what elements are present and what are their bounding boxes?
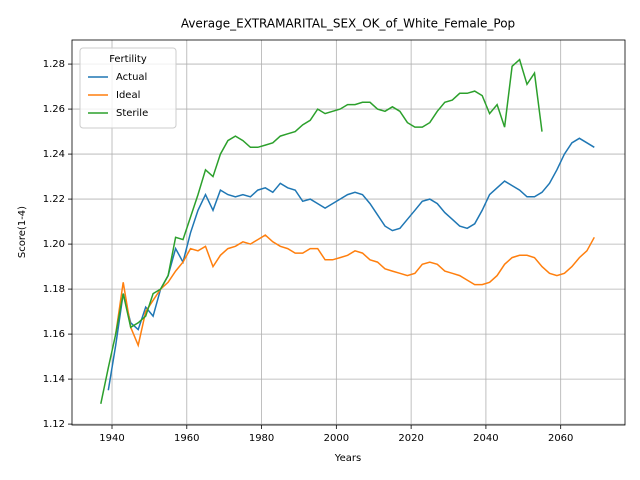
legend-title: Fertility bbox=[109, 54, 147, 65]
y-tick-label: 1.12 bbox=[43, 419, 65, 430]
y-tick-label: 1.24 bbox=[43, 149, 65, 160]
x-tick-label: 1980 bbox=[249, 433, 274, 444]
y-tick-label: 1.14 bbox=[43, 374, 65, 385]
series-line bbox=[107, 137, 595, 391]
legend-label: Actual bbox=[116, 72, 147, 83]
x-tick-label: 2040 bbox=[473, 433, 498, 444]
y-tick-label: 1.26 bbox=[43, 104, 65, 115]
series-line bbox=[100, 58, 543, 404]
legend-box bbox=[79, 47, 177, 129]
legend-label: Ideal bbox=[116, 90, 140, 101]
x-tick-label: 2060 bbox=[548, 433, 573, 444]
y-tick-label: 1.20 bbox=[43, 239, 65, 250]
x-tick-label: 1960 bbox=[174, 433, 199, 444]
x-tick-label: 1940 bbox=[99, 433, 124, 444]
x-tick-label: 2020 bbox=[398, 433, 423, 444]
y-tick-label: 1.16 bbox=[43, 329, 65, 340]
legend-label: Sterile bbox=[116, 108, 148, 119]
y-tick-label: 1.18 bbox=[43, 284, 65, 295]
y-tick-label: 1.22 bbox=[43, 194, 65, 205]
y-axis-label: Score(1-4) bbox=[17, 206, 28, 258]
x-tick-label: 2000 bbox=[324, 433, 349, 444]
x-axis-label: Years bbox=[334, 453, 361, 464]
chart-title: Average_EXTRAMARITAL_SEX_OK_of_White_Fem… bbox=[181, 17, 515, 31]
series-line bbox=[114, 234, 595, 348]
plot-frame bbox=[71, 39, 626, 426]
y-tick-label: 1.28 bbox=[43, 59, 65, 70]
